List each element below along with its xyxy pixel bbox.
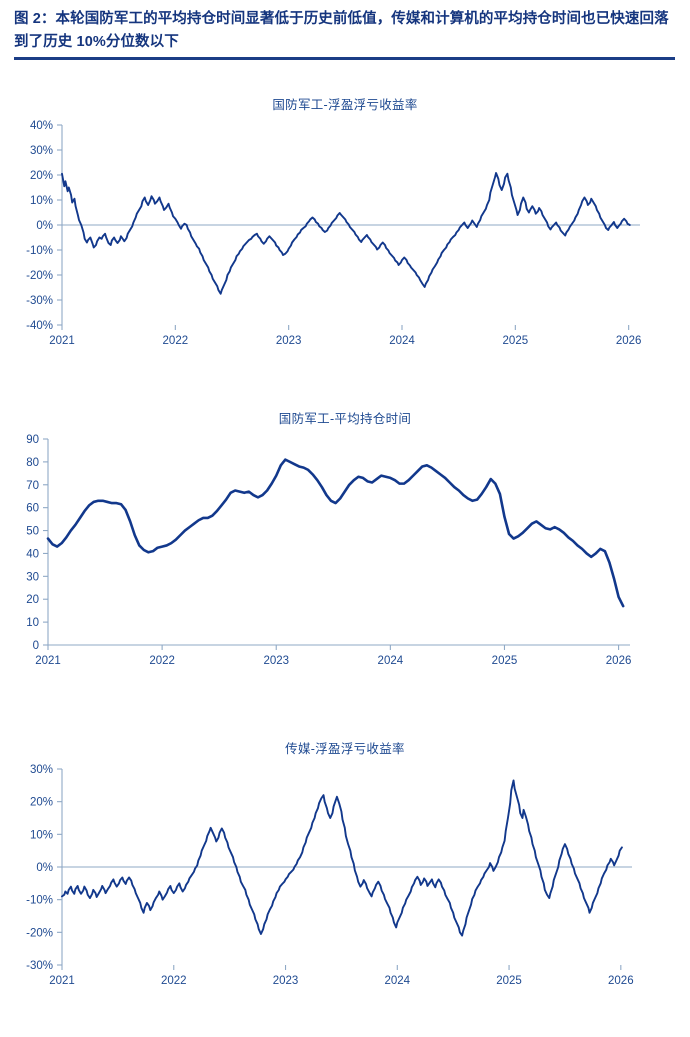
svg-text:2024: 2024 [384,975,410,987]
svg-text:20%: 20% [30,170,53,182]
svg-text:2026: 2026 [608,975,634,987]
svg-text:30%: 30% [30,764,53,776]
svg-text:30: 30 [26,571,39,583]
chart-block-defense-holding-time: 国防军工-平均持仓时间 90 80 70 60 50 40 30 20 10 0 2021 2022 2… [0,400,690,690]
svg-text:-20%: -20% [26,927,53,939]
svg-text:2025: 2025 [492,655,518,667]
svg-text:2021: 2021 [49,335,75,347]
svg-text:20: 20 [26,594,39,606]
svg-text:2023: 2023 [276,335,302,347]
header-divider [14,57,675,60]
svg-text:2024: 2024 [389,335,415,347]
chart-canvas: 30% 20% 10% 0% -10% -20% -30% 2021 2022 2023 2024 2… [0,757,690,1007]
chart-canvas: 40% 30% 20% 10% 0% -10% -20% -30% -40% 2021 2022 20… [0,113,690,358]
chart-title: 国防军工-浮盈浮亏收益率 [272,98,418,112]
svg-text:2023: 2023 [263,655,289,667]
svg-text:2023: 2023 [273,975,299,987]
svg-text:0%: 0% [36,862,53,874]
svg-text:2024: 2024 [378,655,404,667]
chart-title: 国防军工-平均持仓时间 [278,412,412,426]
svg-text:0%: 0% [36,220,53,232]
figure-caption: 图 2：本轮国防军工的平均持仓时间显著低于历史前低值，传媒和计算机的平均持仓时间… [14,11,669,51]
svg-text:2026: 2026 [616,335,642,347]
svg-text:20%: 20% [30,797,53,809]
svg-text:30%: 30% [30,145,53,157]
svg-text:-10%: -10% [26,895,53,907]
svg-text:40: 40 [26,548,39,560]
svg-text:2022: 2022 [149,655,175,667]
svg-text:50: 50 [26,526,39,538]
chart-block-defense-return: 国防军工-浮盈浮亏收益率 40% 30% 20% 10% 0% -10% -20% -30% -… [0,86,690,371]
svg-text:60: 60 [26,503,39,515]
svg-text:80: 80 [26,457,39,469]
svg-text:-30%: -30% [26,960,53,972]
svg-text:-30%: -30% [26,295,53,307]
svg-text:70: 70 [26,480,39,492]
svg-text:2022: 2022 [161,975,187,987]
svg-text:2026: 2026 [606,655,632,667]
svg-text:10%: 10% [30,195,53,207]
svg-text:2022: 2022 [163,335,189,347]
svg-text:-10%: -10% [26,245,53,257]
svg-text:0: 0 [33,640,39,652]
chart-title: 传媒-浮盈浮亏收益率 [285,742,405,756]
svg-text:10: 10 [26,617,39,629]
svg-text:2025: 2025 [496,975,522,987]
svg-text:10%: 10% [30,829,53,841]
figure-caption-block: 图 2：本轮国防军工的平均持仓时间显著低于历史前低值，传媒和计算机的平均持仓时间… [14,8,674,55]
svg-text:-40%: -40% [26,320,53,332]
svg-text:90: 90 [26,434,39,446]
chart-block-media-return: 传媒-浮盈浮亏收益率 30% 20% 10% 0% -10% -20% -30% 2021 20… [0,730,690,1025]
chart-canvas: 90 80 70 60 50 40 30 20 10 0 2021 2022 2023 2024 2025 2… [0,427,690,677]
svg-text:2025: 2025 [503,335,529,347]
svg-text:2021: 2021 [49,975,75,987]
svg-text:2021: 2021 [35,655,61,667]
svg-text:40%: 40% [30,120,53,132]
svg-text:-20%: -20% [26,270,53,282]
